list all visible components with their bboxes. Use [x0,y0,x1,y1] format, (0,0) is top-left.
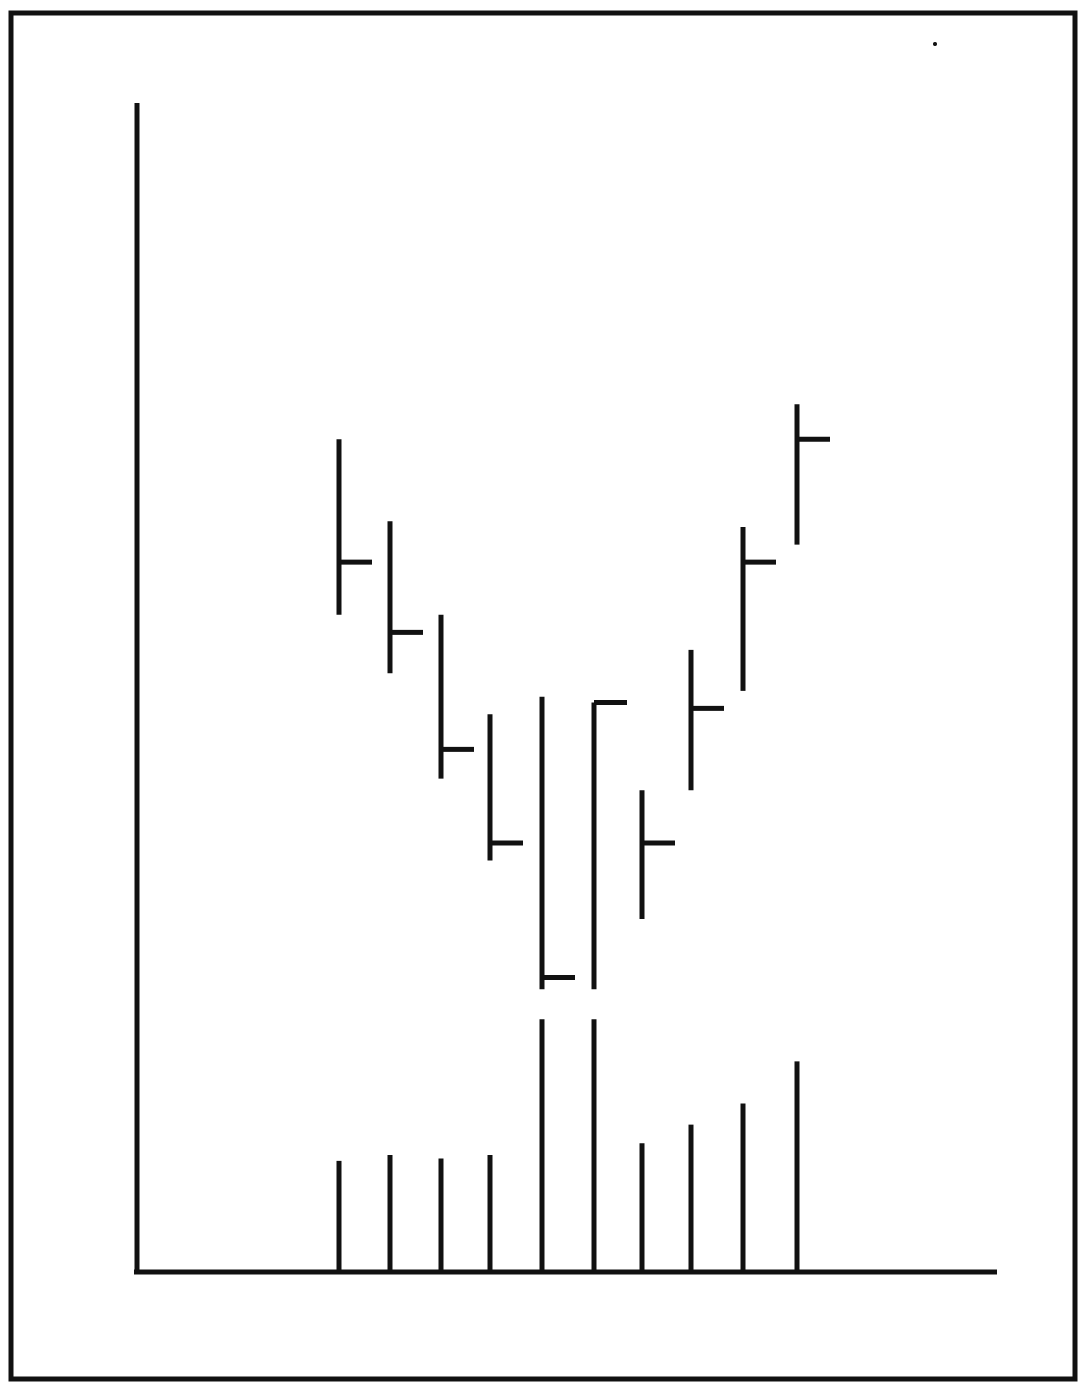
price-bars [336,404,830,990]
figure-frame [8,10,1078,1382]
volume-bars [336,1019,800,1272]
speck [933,42,937,46]
